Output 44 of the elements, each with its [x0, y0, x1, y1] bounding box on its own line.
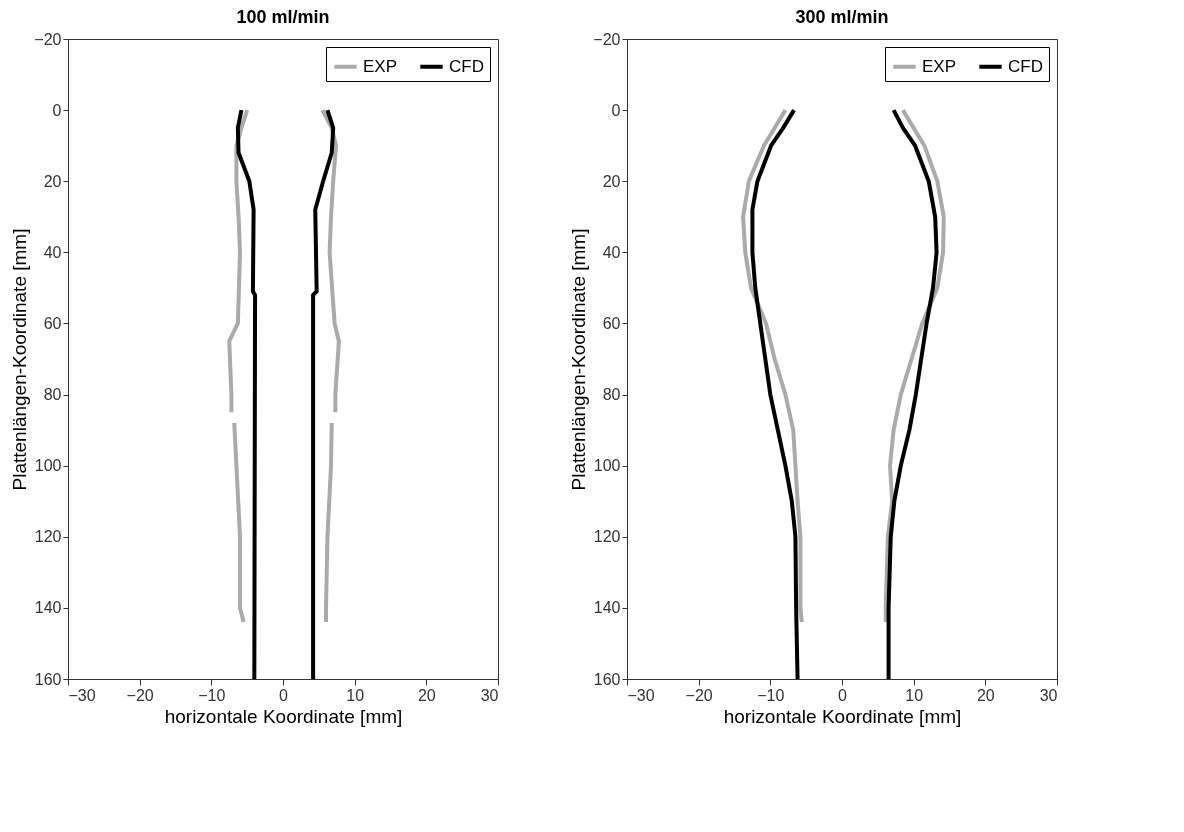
- x-tick-label: 20: [417, 686, 436, 704]
- x-tick-label: −20: [685, 686, 713, 704]
- y-tick-label: 140: [593, 599, 621, 617]
- x-axis-title: horizontale Koordinate [mm]: [164, 705, 403, 727]
- y-tick-label: 0: [52, 101, 62, 119]
- x-axis-title: horizontale Koordinate [mm]: [723, 705, 962, 727]
- y-tick-label: 120: [34, 528, 62, 546]
- y-tick-label: 160: [34, 670, 62, 688]
- x-tick-label: 10: [346, 686, 365, 704]
- x-tick-label: −10: [198, 686, 226, 704]
- legend-label: EXP: [922, 56, 957, 76]
- y-axis-title: Plattenlängen-Koordinate [mm]: [9, 228, 31, 491]
- y-tick-label: 80: [43, 386, 62, 404]
- y-tick-label: −20: [34, 30, 62, 48]
- chart-title: 100 ml/min: [236, 7, 330, 27]
- x-tick-label: −30: [627, 686, 655, 704]
- y-tick-label: 100: [34, 457, 62, 475]
- chart-title: 300 ml/min: [795, 7, 889, 27]
- x-tick-label: −20: [126, 686, 154, 704]
- y-tick-label: 20: [602, 172, 621, 190]
- y-tick-label: 80: [602, 386, 621, 404]
- x-tick-label: 20: [976, 686, 995, 704]
- y-tick-label: 20: [43, 172, 62, 190]
- y-tick-label: 140: [34, 599, 62, 617]
- x-tick-label: −10: [757, 686, 785, 704]
- y-tick-label: 60: [43, 314, 62, 332]
- y-tick-label: 120: [593, 528, 621, 546]
- y-axis-title: Plattenlängen-Koordinate [mm]: [568, 228, 590, 491]
- y-tick-label: −20: [593, 30, 621, 48]
- x-tick-label: 30: [480, 686, 499, 704]
- x-tick-label: 0: [838, 686, 848, 704]
- x-tick-label: −30: [68, 686, 96, 704]
- legend-label: CFD: [449, 56, 484, 76]
- x-tick-label: 10: [905, 686, 924, 704]
- y-tick-label: 100: [593, 457, 621, 475]
- y-tick-label: 60: [602, 314, 621, 332]
- y-tick-label: 0: [611, 101, 621, 119]
- x-tick-label: 30: [1039, 686, 1058, 704]
- legend-label: EXP: [363, 56, 398, 76]
- y-tick-label: 160: [593, 670, 621, 688]
- y-tick-label: 40: [43, 243, 62, 261]
- legend-label: CFD: [1008, 56, 1043, 76]
- x-tick-label: 0: [279, 686, 289, 704]
- y-tick-label: 40: [602, 243, 621, 261]
